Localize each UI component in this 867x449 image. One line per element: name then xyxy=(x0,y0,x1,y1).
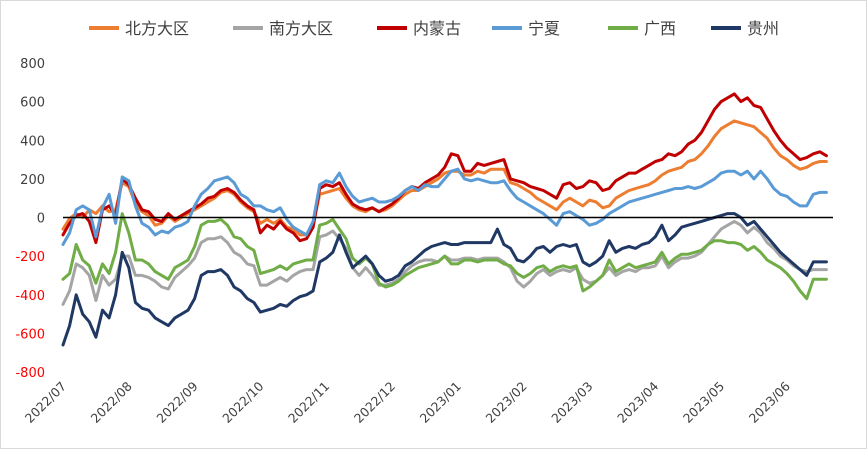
legend-label: 内蒙古 xyxy=(413,19,461,38)
x-axis: 2022/07 2022/08 2022/09 2022/10 2022/11 2022/… xyxy=(22,378,793,425)
y-tick-label: -800 xyxy=(15,366,45,381)
legend-label: 贵州 xyxy=(747,19,779,38)
series-line-2 xyxy=(61,92,828,245)
x-tick-label: 2022/08 xyxy=(88,378,135,425)
y-tick-label: 800 xyxy=(20,57,45,72)
legend-label: 广西 xyxy=(644,19,676,38)
legend-label: 宁夏 xyxy=(528,19,560,38)
series-lines xyxy=(61,92,828,347)
x-tick-label: 2023/05 xyxy=(680,379,727,426)
series-line-1 xyxy=(61,219,828,306)
y-tick-label: 0 xyxy=(37,212,45,227)
x-tick-label: 2023/02 xyxy=(482,379,529,426)
y-tick-label: 600 xyxy=(20,96,45,111)
series-line-3 xyxy=(61,167,828,246)
x-tick-label: 2023/03 xyxy=(548,379,595,426)
x-tick-label: 2022/10 xyxy=(219,378,266,425)
y-tick-label: -400 xyxy=(15,289,45,304)
y-tick-label: -200 xyxy=(15,250,45,265)
y-axis: 800 600 400 200 0 -200 -400 -600 -800 xyxy=(15,57,45,381)
x-tick-label: 2023/06 xyxy=(746,378,793,425)
x-tick-label: 2022/07 xyxy=(22,379,69,426)
x-tick-label: 2022/12 xyxy=(351,379,398,426)
y-tick-label: -600 xyxy=(15,327,45,342)
legend-label: 北方大区 xyxy=(125,19,189,38)
legend-label: 南方大区 xyxy=(269,19,333,38)
series-line-4 xyxy=(61,212,828,301)
x-tick-label: 2023/04 xyxy=(614,378,661,425)
y-tick-label: 200 xyxy=(20,173,45,188)
x-tick-label: 2022/11 xyxy=(285,379,332,426)
y-tick-label: 400 xyxy=(20,134,45,149)
x-tick-label: 2022/09 xyxy=(153,378,200,425)
x-tick-label: 2023/01 xyxy=(417,379,464,426)
series-line-0 xyxy=(61,119,828,237)
legend: 北方大区 南方大区 内蒙古 宁夏 广西 贵州 xyxy=(89,19,779,38)
series-line-5 xyxy=(61,212,828,347)
